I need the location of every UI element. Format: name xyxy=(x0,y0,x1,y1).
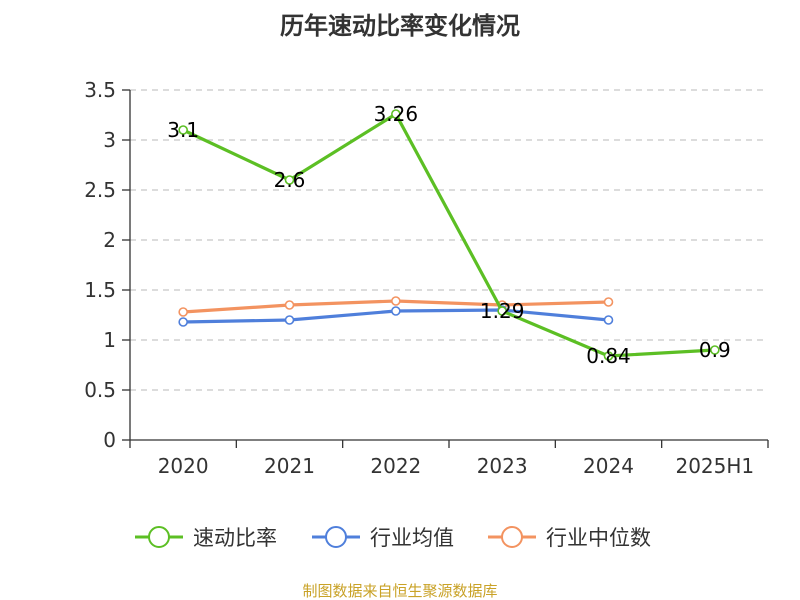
x-tick-label: 2025H1 xyxy=(675,454,754,478)
axes: 0 0.5 1 1.5 2 2.5 3 3.5 2020 2021 2022 2023 2024 2025… xyxy=(84,78,769,478)
series-point xyxy=(284,175,295,185)
y-tick-label: 2.5 xyxy=(84,178,116,202)
legend-marker xyxy=(325,526,347,548)
series-point xyxy=(178,307,188,317)
y-tick-label: 2 xyxy=(103,228,116,252)
y-tick-label: 3.5 xyxy=(84,78,116,102)
y-tick-label: 3 xyxy=(103,128,116,152)
legend-marker xyxy=(148,526,170,548)
data-label: 2.6 xyxy=(274,168,306,192)
series-point xyxy=(178,317,188,327)
legend-label: 行业均值 xyxy=(370,526,454,550)
data-label: 0.9 xyxy=(699,338,731,362)
series-layer xyxy=(178,109,720,361)
series-line xyxy=(182,112,715,358)
y-tick-label: 1 xyxy=(103,328,116,352)
y-tick-label: 0 xyxy=(103,428,116,452)
legend-label: 速动比率 xyxy=(193,526,277,550)
x-tick-label: 2020 xyxy=(158,454,209,478)
legend-marker xyxy=(501,526,523,548)
series-point xyxy=(603,297,614,307)
series-point xyxy=(391,296,401,306)
data-label: 0.84 xyxy=(586,344,631,368)
series-point xyxy=(603,351,614,361)
series-point xyxy=(603,315,614,325)
x-tick-label: 2021 xyxy=(264,454,315,478)
data-label: 3.26 xyxy=(374,102,419,126)
data-label: 3.1 xyxy=(167,118,199,142)
source-note: 制图数据来自恒生聚源数据库 xyxy=(302,582,497,600)
grid-lines xyxy=(130,89,768,391)
series-point xyxy=(391,109,401,119)
x-tick-label: 2022 xyxy=(370,454,421,478)
series-point xyxy=(710,345,720,355)
series-point xyxy=(497,306,507,316)
series-point xyxy=(284,315,295,325)
series-point xyxy=(391,306,401,316)
y-tick-label: 1.5 xyxy=(84,278,116,302)
series-point xyxy=(178,125,188,135)
legend-label: 行业中位数 xyxy=(546,526,651,550)
y-tick-label: 0.5 xyxy=(84,378,116,402)
chart-title: 历年速动比率变化情况 xyxy=(280,12,520,40)
x-tick-label: 2024 xyxy=(583,454,634,478)
x-tick-label: 2023 xyxy=(477,454,528,478)
data-label: 1.29 xyxy=(480,299,525,323)
legend: 速动比率 行业均值 行业中位数 xyxy=(135,526,651,550)
series-point xyxy=(284,300,295,310)
data-labels: 3.1 2.6 3.26 1.29 0.84 0.9 xyxy=(167,102,730,368)
